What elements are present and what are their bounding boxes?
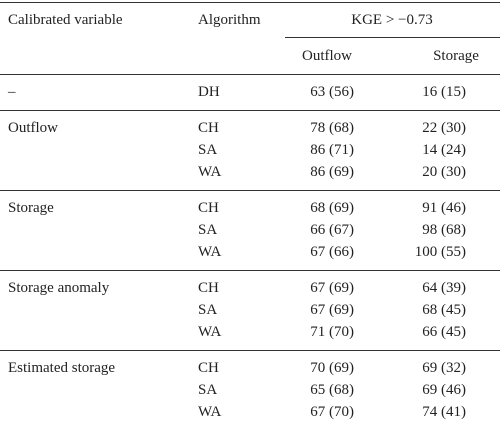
rule [0, 350, 500, 351]
algorithm-cell: WA [198, 244, 222, 260]
outflow-cell: 71 (70) [310, 324, 354, 340]
column-header: KGE > −0.73 [351, 12, 433, 28]
row-header: Storage [8, 200, 54, 216]
rule [0, 270, 500, 271]
storage-cell: 64 (39) [422, 280, 466, 296]
rule [0, 190, 500, 191]
outflow-cell: 67 (69) [310, 280, 354, 296]
algorithm-cell: WA [198, 404, 222, 420]
algorithm-cell: DH [198, 84, 220, 100]
outflow-cell: 66 (67) [310, 222, 354, 238]
rule [0, 110, 500, 111]
outflow-cell: 65 (68) [310, 382, 354, 398]
algorithm-cell: SA [198, 142, 218, 158]
storage-cell: 98 (68) [422, 222, 466, 238]
algorithm-cell: CH [198, 200, 219, 216]
row-header: – [8, 84, 16, 100]
algorithm-cell: WA [198, 324, 222, 340]
rule [0, 74, 500, 75]
storage-cell: 66 (45) [422, 324, 466, 340]
algorithm-cell: CH [198, 360, 219, 376]
column-header: Storage [433, 48, 479, 64]
row-header: Storage anomaly [8, 280, 110, 296]
algorithm-cell: SA [198, 382, 218, 398]
rule [285, 37, 500, 38]
row-header: Outflow [8, 120, 58, 136]
outflow-cell: 63 (56) [310, 84, 354, 100]
storage-cell: 16 (15) [422, 84, 466, 100]
storage-cell: 68 (45) [422, 302, 466, 318]
storage-cell: 100 (55) [414, 244, 466, 260]
outflow-cell: 67 (69) [310, 302, 354, 318]
storage-cell: 91 (46) [422, 200, 466, 216]
storage-cell: 14 (24) [422, 142, 466, 158]
row-header: Estimated storage [8, 360, 116, 376]
algorithm-cell: WA [198, 164, 222, 180]
outflow-cell: 67 (70) [310, 404, 354, 420]
algorithm-cell: CH [198, 120, 219, 136]
algorithm-cell: SA [198, 222, 218, 238]
algorithm-cell: CH [198, 280, 219, 296]
outflow-cell: 70 (69) [310, 360, 354, 376]
column-header: Algorithm [198, 12, 261, 28]
storage-cell: 20 (30) [422, 164, 466, 180]
outflow-cell: 78 (68) [310, 120, 354, 136]
outflow-cell: 68 (69) [310, 200, 354, 216]
outflow-cell: 86 (71) [310, 142, 354, 158]
rule [0, 2, 500, 3]
storage-cell: 69 (32) [422, 360, 466, 376]
outflow-cell: 67 (66) [310, 244, 354, 260]
storage-cell: 22 (30) [422, 120, 466, 136]
storage-cell: 69 (46) [422, 382, 466, 398]
storage-cell: 74 (41) [422, 404, 466, 420]
algorithm-cell: SA [198, 302, 218, 318]
column-header: Calibrated variable [8, 12, 123, 28]
column-header: Outflow [302, 48, 352, 64]
outflow-cell: 86 (69) [310, 164, 354, 180]
